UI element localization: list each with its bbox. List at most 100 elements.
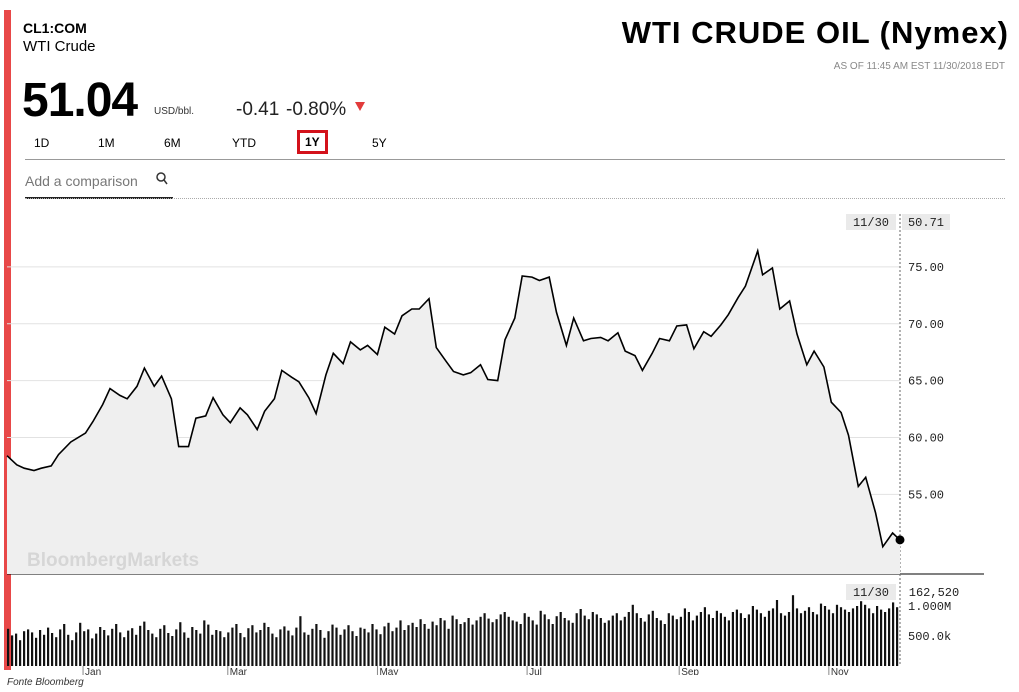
comparison-search[interactable]: Add a comparison	[25, 166, 173, 199]
volume-bar	[583, 615, 586, 666]
volume-bar	[371, 624, 374, 666]
volume-bar	[83, 631, 86, 666]
volume-bar	[239, 633, 242, 666]
volume-bar	[603, 622, 606, 666]
volume-bar	[851, 608, 855, 666]
volume-bar	[195, 630, 198, 666]
volume-bar	[231, 627, 234, 666]
volume-bar	[823, 606, 827, 666]
volume-bar	[535, 624, 538, 666]
x-tick-label: Sep	[681, 667, 699, 675]
price-value-label-bg	[902, 214, 950, 230]
volume-bar	[623, 616, 626, 666]
volume-bar	[527, 616, 530, 666]
volume-bar	[683, 608, 686, 666]
volume-bar	[383, 626, 386, 666]
volume-bar	[647, 614, 650, 666]
volume-bar	[287, 630, 290, 666]
volume-bar	[703, 607, 706, 666]
last-price: 51.04	[22, 74, 138, 127]
volume-bar	[519, 624, 522, 666]
volume-bar	[99, 627, 102, 666]
volume-bar	[627, 612, 630, 666]
volume-bar	[707, 614, 710, 666]
volume-bar	[183, 632, 186, 666]
volume-bar	[379, 634, 382, 666]
volume-bar	[843, 609, 847, 666]
volume-bar	[243, 637, 246, 666]
volume-bar	[539, 610, 542, 666]
volume-bar	[155, 637, 158, 666]
x-tick-label: Mar	[230, 667, 248, 675]
accent-bar	[4, 10, 11, 670]
volume-bar	[199, 633, 202, 666]
tab-1d[interactable]: 1D	[34, 136, 50, 150]
volume-bar	[87, 629, 90, 666]
volume-bar	[663, 624, 666, 666]
volume-bar	[671, 615, 674, 666]
tab-6m[interactable]: 6M	[164, 136, 181, 150]
volume-value-label-bg	[902, 584, 966, 600]
volume-bar	[815, 614, 819, 666]
search-icon[interactable]	[156, 172, 168, 186]
volume-bar	[839, 607, 843, 666]
volume-bar	[864, 604, 867, 666]
volume-bar	[751, 606, 754, 666]
price-volume-chart: BloombergMarkets 75.00 70.00 65.00 60.00 55.…	[6, 214, 984, 675]
volume-bar	[775, 600, 779, 666]
volume-bar	[147, 630, 150, 666]
tab-ytd[interactable]: YTD	[232, 136, 256, 150]
volume-bar	[719, 613, 722, 666]
volume-bar	[31, 632, 34, 666]
volume-bar	[675, 619, 678, 666]
volume-bar	[655, 618, 658, 666]
volume-bar	[763, 616, 766, 666]
price-line	[6, 247, 901, 549]
volume-bar	[888, 608, 891, 666]
divider	[25, 198, 1005, 199]
comparison-search-input[interactable]: Add a comparison	[25, 173, 138, 189]
volume-tick-label: 1.000M	[908, 600, 951, 614]
volume-bar	[95, 633, 98, 666]
tab-1m[interactable]: 1M	[98, 136, 115, 150]
volume-bar	[872, 613, 875, 666]
volume-bar	[251, 625, 254, 666]
volume-bar	[727, 620, 730, 666]
tab-1y[interactable]: 1Y	[297, 130, 328, 154]
volume-bar	[187, 637, 190, 666]
volume-bar	[847, 612, 851, 666]
volume-bar	[507, 616, 510, 666]
volume-bar	[319, 630, 322, 666]
volume-bar	[880, 609, 883, 666]
price-area	[7, 250, 900, 574]
volume-bar	[667, 613, 670, 666]
volume-bar	[175, 629, 178, 666]
volume-bar	[271, 633, 274, 666]
volume-bar	[831, 613, 835, 666]
x-tick-label: Nov	[831, 667, 849, 675]
volume-bar	[123, 637, 126, 666]
volume-bar	[63, 624, 66, 666]
volume-bar	[755, 609, 758, 666]
volume-bar	[115, 624, 118, 666]
tab-5y[interactable]: 5Y	[372, 136, 387, 150]
volume-bar	[347, 625, 350, 666]
volume-bar	[375, 629, 378, 666]
volume-bar	[59, 629, 62, 666]
volume-bar	[487, 618, 490, 666]
volume-bar	[227, 632, 230, 666]
volume-bar	[699, 612, 702, 666]
volume-bar	[283, 626, 286, 666]
volume-bar	[695, 615, 698, 666]
volume-bar	[651, 610, 654, 666]
volume-bar	[467, 618, 470, 666]
volume-bar	[207, 624, 210, 666]
volume-bar	[139, 625, 142, 666]
volume-bar	[439, 618, 442, 666]
volume-bar	[15, 633, 18, 666]
volume-bar	[167, 633, 170, 666]
volume-bar	[799, 613, 803, 666]
volume-bar	[435, 625, 438, 666]
volume-bar	[747, 614, 750, 666]
volume-bar	[884, 612, 887, 666]
